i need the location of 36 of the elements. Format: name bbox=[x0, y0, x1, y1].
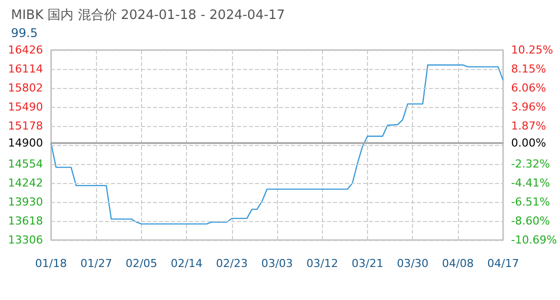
x-tick-label: 01/27 bbox=[80, 257, 112, 270]
y2-tick-label: 8.15% bbox=[511, 62, 546, 76]
y-tick-label: 13930 bbox=[8, 196, 43, 208]
chart-title: MIBK 国内 混合价 2024-01-18 - 2024-04-17 bbox=[11, 8, 285, 23]
x-tick-label: 03/30 bbox=[396, 257, 429, 270]
line-series bbox=[50, 64, 504, 225]
y-tick-label: 16114 bbox=[8, 62, 43, 76]
ref-line-label: 14900 bbox=[8, 136, 43, 150]
y2-tick-label: -8.60% bbox=[511, 214, 550, 228]
y2-tick-label: 6.06% bbox=[511, 82, 546, 95]
x-tick-label: 01/18 bbox=[35, 257, 67, 270]
y-tick-label: 15490 bbox=[8, 100, 43, 114]
y2-tick-label: 10.25% bbox=[511, 44, 554, 56]
y2-tick-label: 1.87% bbox=[511, 120, 546, 133]
ref-line-label: 0.00% bbox=[511, 136, 546, 150]
chart-subtitle: 99.5 bbox=[11, 26, 38, 40]
y-tick-label: 16426 bbox=[8, 44, 43, 56]
x-tick-label: 04/08 bbox=[442, 257, 474, 270]
y-tick-label: 15178 bbox=[8, 120, 43, 132]
y-tick-label: 15802 bbox=[8, 82, 43, 94]
y2-tick-label: 3.96% bbox=[511, 100, 546, 114]
x-tick-label: 02/05 bbox=[126, 257, 158, 270]
y2-tick-label: -6.51% bbox=[511, 196, 550, 209]
x-tick-label: 03/12 bbox=[306, 257, 338, 270]
y2-tick-label: -4.41% bbox=[511, 176, 550, 190]
y2-tick-label: -10.69% bbox=[511, 234, 558, 246]
x-tick-label: 03/03 bbox=[261, 257, 293, 270]
y-tick-label: 13306 bbox=[8, 234, 43, 246]
x-tick-label: 04/17 bbox=[487, 257, 519, 270]
y-tick-label: 13618 bbox=[8, 214, 43, 228]
x-tick-label: 02/14 bbox=[170, 257, 202, 270]
y2-tick-label: -2.32% bbox=[511, 158, 550, 171]
x-tick-label: 02/23 bbox=[216, 257, 248, 270]
y-tick-label: 14242 bbox=[8, 176, 43, 190]
x-tick-label: 03/21 bbox=[352, 257, 384, 270]
y-tick-label: 14554 bbox=[8, 158, 43, 170]
